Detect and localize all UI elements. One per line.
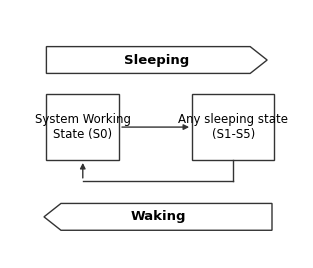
Polygon shape [44,203,272,230]
Text: Waking: Waking [130,210,186,223]
Bar [46,94,119,160]
Text: Sleeping: Sleeping [124,54,189,66]
Polygon shape [46,47,267,73]
Text: Any sleeping state
(S1-S5): Any sleeping state (S1-S5) [178,113,288,141]
Bar [192,94,275,160]
Text: System Working
State (S0): System Working State (S0) [35,113,131,141]
